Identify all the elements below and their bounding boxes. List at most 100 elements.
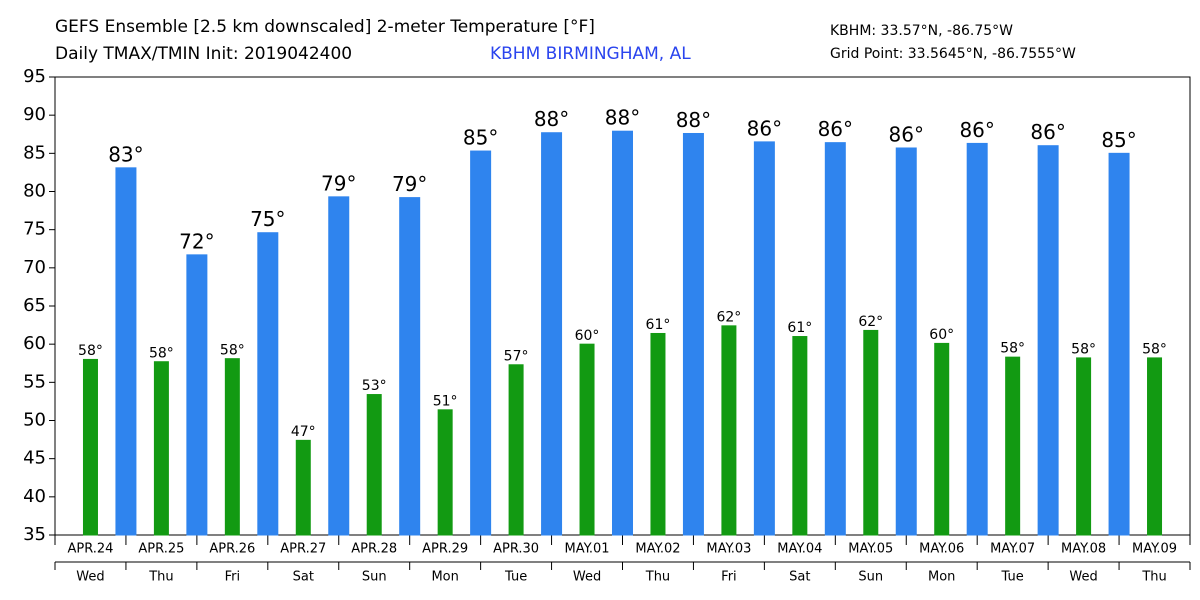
- weekday-label: Thu: [645, 570, 670, 585]
- data-label: 58°: [1142, 342, 1167, 358]
- data-label: 75°: [250, 207, 285, 231]
- weekday-label: Fri: [721, 570, 737, 585]
- data-label: 53°: [362, 378, 387, 394]
- y-tick-label: 55: [23, 371, 46, 392]
- grid-point: Grid Point: 33.5645°N, -86.7555°W: [830, 46, 1076, 62]
- weekday-label: Wed: [76, 570, 104, 585]
- bar: [682, 132, 704, 536]
- bar: [257, 232, 279, 536]
- y-tick-label: 90: [23, 104, 46, 125]
- weekday-label: Tue: [1001, 570, 1024, 585]
- weekday-label: Sun: [858, 570, 883, 585]
- data-label: 58°: [149, 345, 174, 361]
- x-tick-label: MAY.06: [919, 542, 964, 557]
- data-label: 79°: [392, 172, 427, 196]
- x-tick-label: APR.26: [209, 542, 255, 557]
- x-tick-label: MAY.07: [990, 542, 1035, 557]
- data-label: 86°: [889, 122, 924, 146]
- y-tick-label: 95: [23, 66, 46, 87]
- bar: [115, 167, 137, 536]
- weekday-label: Wed: [573, 570, 601, 585]
- y-tick-label: 50: [23, 410, 46, 431]
- y-tick-label: 40: [23, 486, 46, 507]
- y-tick-label: 45: [23, 448, 46, 469]
- bar: [1037, 145, 1059, 536]
- y-tick-label: 85: [23, 142, 46, 163]
- bar: [186, 254, 208, 536]
- bar: [579, 343, 595, 536]
- data-label: 62°: [716, 309, 741, 325]
- y-tick-label: 70: [23, 257, 46, 278]
- data-label: 57°: [504, 348, 529, 364]
- weekday-label: Thu: [1141, 570, 1166, 585]
- data-label: 62°: [858, 314, 883, 330]
- data-label: 86°: [959, 118, 994, 142]
- x-tick-label: APR.29: [422, 542, 468, 557]
- bar: [966, 142, 988, 536]
- x-tick-label: APR.27: [280, 542, 326, 557]
- weekday-label: Wed: [1069, 570, 1097, 585]
- bar: [1076, 357, 1092, 536]
- y-tick-label: 80: [23, 181, 46, 202]
- x-tick-label: MAY.05: [848, 542, 893, 557]
- data-label: 85°: [463, 126, 498, 150]
- bar: [82, 358, 98, 536]
- bar: [366, 394, 382, 536]
- station: KBHM: 33.57°N, -86.75°W: [830, 23, 1013, 39]
- bar: [612, 130, 633, 536]
- bar: [1005, 356, 1021, 536]
- x-tick-label: MAY.02: [635, 542, 680, 557]
- data-label: 85°: [1101, 128, 1136, 152]
- data-label: 58°: [1000, 341, 1025, 357]
- bar: [934, 342, 950, 536]
- data-label: 72°: [179, 229, 214, 253]
- data-label: 88°: [676, 108, 711, 132]
- bar: [1108, 152, 1130, 536]
- weekday-label: Mon: [928, 570, 955, 585]
- data-label: 88°: [605, 106, 640, 130]
- x-tick-label: APR.28: [351, 542, 397, 557]
- data-label: 47°: [291, 424, 316, 440]
- y-tick-label: 35: [23, 524, 46, 545]
- bar: [224, 358, 240, 536]
- weekday-label: Thu: [148, 570, 173, 585]
- data-label: 86°: [747, 116, 782, 140]
- bar: [437, 409, 453, 536]
- location: KBHM BIRMINGHAM, AL: [490, 44, 691, 64]
- bar: [470, 150, 492, 536]
- y-tick-label: 75: [23, 219, 46, 240]
- x-tick-label: MAY.03: [706, 542, 751, 557]
- y-tick-label: 60: [23, 333, 46, 354]
- bar: [153, 361, 169, 536]
- weekday-label: Sat: [293, 570, 314, 585]
- bar: [824, 142, 846, 536]
- x-tick-label: APR.30: [493, 542, 539, 557]
- bar: [399, 197, 421, 536]
- data-label: 60°: [575, 328, 600, 344]
- bar: [792, 336, 808, 536]
- bar: [863, 329, 879, 536]
- bar: [753, 141, 775, 536]
- data-label: 51°: [433, 393, 458, 409]
- x-tick-label: MAY.01: [564, 542, 609, 557]
- bar: [328, 196, 350, 536]
- weekday-label: Sun: [362, 570, 387, 585]
- y-tick-label: 65: [23, 295, 46, 316]
- data-label: 86°: [1030, 120, 1065, 144]
- weekday-label: Mon: [431, 570, 458, 585]
- data-label: 61°: [787, 320, 812, 336]
- bar: [295, 439, 311, 536]
- x-tick-label: APR.24: [67, 542, 113, 557]
- x-tick-label: MAY.08: [1061, 542, 1106, 557]
- bar: [541, 132, 563, 536]
- chart-title: GEFS Ensemble [2.5 km downscaled] 2-mete…: [55, 17, 595, 37]
- data-label: 83°: [108, 142, 143, 166]
- data-label: 60°: [929, 327, 954, 343]
- data-label: 86°: [818, 117, 853, 141]
- bar: [1147, 357, 1163, 536]
- x-tick-label: APR.25: [138, 542, 184, 557]
- x-tick-label: MAY.09: [1132, 542, 1177, 557]
- bar: [650, 332, 666, 536]
- data-label: 61°: [646, 317, 671, 333]
- bar: [721, 325, 737, 536]
